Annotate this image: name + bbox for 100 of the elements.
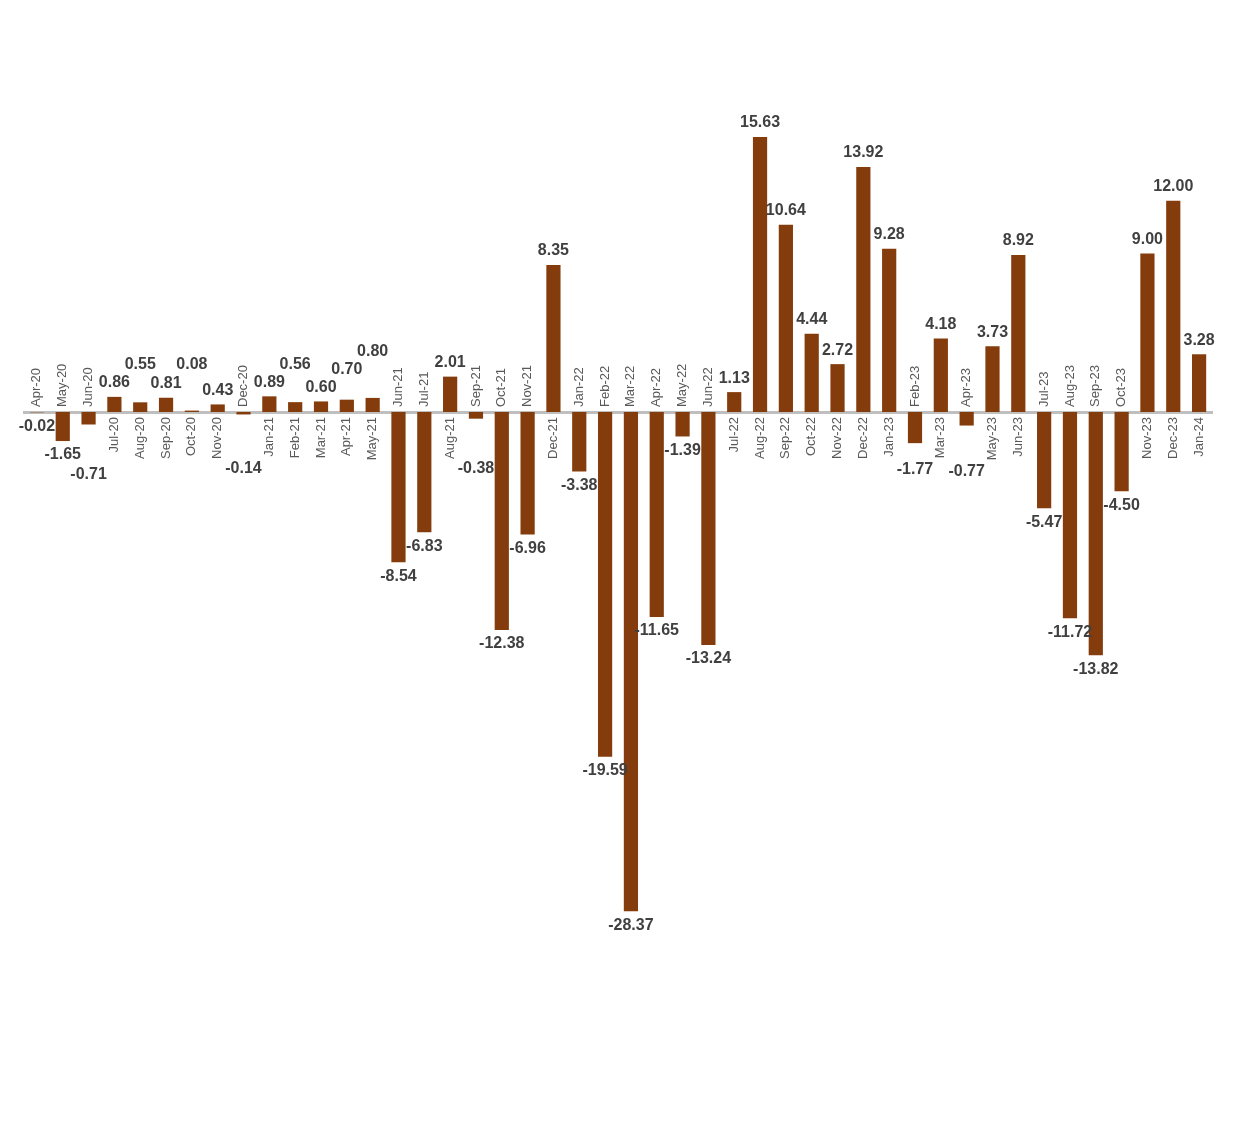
bar (107, 396, 122, 412)
x-tick-label: Jun-20 (80, 367, 96, 407)
data-label: 0.89 (253, 372, 286, 390)
x-tick-label: Apr-23 (958, 367, 974, 407)
x-tick-label: May-23 (984, 417, 1000, 461)
bar (985, 346, 1000, 412)
data-label: 4.18 (925, 314, 957, 332)
bar (752, 136, 768, 412)
bar (1011, 255, 1026, 412)
x-tick-label: Dec-20 (235, 365, 251, 407)
data-label: -3.38 (561, 475, 598, 493)
x-tick-label: Nov-21 (519, 365, 535, 407)
data-label: -1.39 (664, 440, 701, 458)
data-label: 3.28 (1183, 330, 1215, 348)
x-tick-label: Mar-23 (932, 417, 948, 459)
data-label: 2.01 (434, 353, 466, 371)
bar (701, 412, 716, 646)
bar (391, 412, 406, 563)
x-tick-label: Jan-21 (260, 417, 276, 457)
data-label: -1.65 (44, 445, 82, 463)
bar (546, 265, 561, 412)
x-tick-label: Mar-22 (622, 365, 638, 407)
x-tick-label: Aug-20 (131, 417, 147, 459)
x-tick-label: Jun-23 (1009, 417, 1025, 457)
x-tick-label: Jul-20 (105, 417, 121, 453)
bar (81, 412, 96, 425)
bar (262, 396, 277, 412)
x-tick-label: Feb-23 (906, 365, 922, 407)
data-label: -0.38 (457, 459, 495, 477)
bar (856, 167, 871, 412)
data-label: -8.54 (380, 566, 417, 584)
data-label: -6.96 (509, 538, 546, 556)
data-label: 3.73 (976, 322, 1009, 340)
data-label: 1.13 (718, 368, 750, 386)
x-tick-label: Sep-22 (777, 417, 793, 459)
bar (572, 412, 587, 472)
data-label: -4.50 (1103, 495, 1140, 513)
data-label: -5.47 (1025, 512, 1063, 530)
data-label: -1.77 (896, 459, 934, 477)
data-label: 8.35 (537, 241, 570, 259)
x-tick-label: Jun-22 (699, 367, 715, 407)
data-label: 2.72 (821, 340, 854, 358)
data-label: -0.71 (70, 464, 107, 482)
bar (158, 397, 174, 412)
x-tick-label: Oct-22 (803, 417, 819, 457)
bar (675, 412, 690, 437)
bar (55, 412, 70, 442)
data-label: 15.63 (740, 113, 781, 131)
bar (1140, 253, 1155, 412)
bar (1114, 412, 1129, 492)
x-tick-label: Apr-22 (648, 367, 664, 407)
data-label: -12.38 (479, 634, 525, 652)
data-label: 0.56 (279, 354, 311, 372)
data-label: -0.77 (948, 461, 985, 479)
x-tick-label: Jul-22 (725, 417, 741, 453)
x-tick-label: Oct-23 (1113, 367, 1129, 407)
data-label: 4.44 (796, 310, 828, 328)
x-tick-label: Apr-20 (28, 367, 44, 407)
x-tick-label: Feb-22 (596, 365, 612, 407)
x-tick-label: May-20 (54, 363, 70, 407)
x-tick-label: Jan-22 (570, 367, 586, 407)
x-tick-label: Aug-23 (1061, 365, 1077, 407)
x-tick-label: Dec-23 (1164, 417, 1180, 459)
data-label: -13.24 (685, 649, 732, 667)
x-tick-label: Jan-23 (880, 417, 896, 457)
x-tick-label: Aug-22 (751, 417, 767, 459)
bar (494, 412, 509, 630)
data-label: 12.00 (1153, 177, 1194, 195)
x-tick-label: Dec-22 (854, 417, 870, 459)
bar (933, 338, 948, 412)
bar (907, 412, 923, 444)
data-label: 0.70 (331, 360, 363, 378)
data-label: 0.43 (202, 380, 234, 398)
bar (1166, 200, 1181, 412)
x-tick-label: May-21 (364, 417, 380, 461)
bar (339, 399, 354, 412)
x-tick-label: Sep-20 (157, 417, 173, 459)
data-label: 0.80 (357, 342, 389, 360)
bar (133, 402, 148, 412)
bar (830, 364, 845, 412)
data-label: -13.82 (1073, 659, 1119, 677)
x-tick-label: Nov-22 (829, 417, 845, 459)
x-tick-label: Oct-20 (183, 417, 199, 457)
x-tick-label: Nov-20 (209, 417, 225, 459)
bar (417, 412, 432, 533)
bar (804, 333, 819, 412)
x-tick-label: Apr-21 (338, 417, 354, 457)
x-tick-label: Sep-23 (1087, 365, 1103, 407)
x-tick-label: Sep-21 (467, 365, 483, 407)
data-label: 0.60 (305, 377, 337, 395)
data-label: 9.28 (873, 225, 905, 243)
bar (959, 412, 974, 426)
data-label: 8.92 (1002, 231, 1034, 249)
bar (778, 224, 793, 412)
data-label: 0.86 (98, 373, 131, 391)
x-tick-label: Aug-21 (441, 417, 457, 459)
bar (649, 412, 664, 618)
x-tick-label: Nov-23 (1139, 417, 1155, 459)
data-label: -0.02 (18, 416, 56, 434)
data-label: 0.81 (150, 374, 182, 392)
